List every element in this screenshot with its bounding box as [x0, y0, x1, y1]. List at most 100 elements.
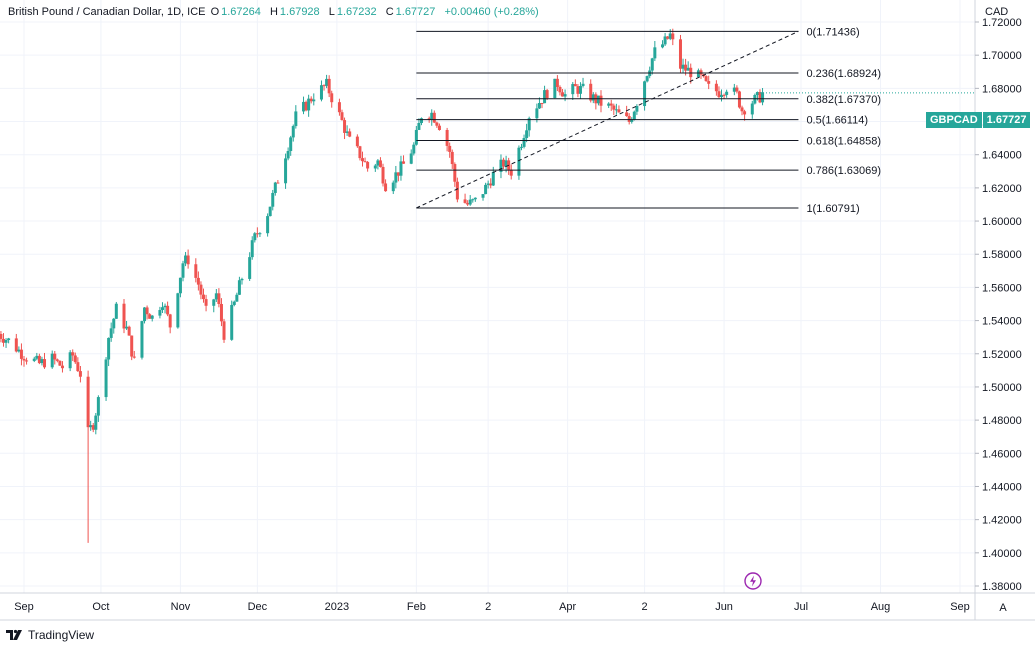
candle-body — [499, 159, 503, 172]
candle-body — [176, 293, 180, 328]
x-tick-label: Jun — [715, 601, 733, 613]
candle-body — [86, 376, 90, 428]
lightning-icon[interactable] — [744, 572, 762, 590]
candle-body — [455, 181, 459, 200]
candle-body — [453, 164, 457, 182]
candle-body — [78, 371, 82, 377]
candle-body — [112, 318, 116, 329]
x-tick-label: 2 — [642, 601, 648, 613]
x-tick-label: Feb — [407, 601, 426, 613]
x-tick-label: Apr — [559, 601, 576, 613]
candle-body — [617, 109, 621, 113]
candle-body — [327, 78, 331, 94]
candle-body — [466, 202, 470, 205]
fib-level-label: 0.786(1.63069) — [806, 165, 881, 177]
candle-body — [378, 160, 382, 167]
candle-body — [248, 257, 252, 279]
candle-body — [337, 102, 341, 113]
fib-level-label: 0.382(1.67370) — [806, 94, 881, 106]
candle-body — [489, 183, 493, 186]
change-value: +0.00460 (+0.28%) — [444, 6, 539, 18]
candle-body — [540, 102, 544, 104]
candle-body — [750, 103, 754, 115]
candle-body — [145, 307, 149, 315]
candle-body — [58, 360, 62, 366]
candle-body — [432, 112, 436, 123]
candle-body — [330, 93, 334, 103]
y-tick-label: 1.58000 — [982, 249, 1022, 261]
candles — [0, 28, 765, 543]
candle-body — [686, 67, 690, 71]
candle-body — [502, 159, 506, 167]
candle-body — [184, 255, 188, 264]
y-tick-label: 1.64000 — [982, 150, 1022, 162]
candle-body — [707, 81, 711, 84]
open-label: O — [210, 6, 220, 18]
candle-body — [345, 131, 349, 133]
candle-body — [668, 33, 672, 39]
candle-body — [186, 255, 190, 265]
candle-body — [581, 83, 585, 87]
candle-body — [527, 118, 531, 131]
symbol-title: British Pound / Canadian Dollar, 1D, ICE — [8, 6, 206, 18]
candle-body — [163, 305, 167, 308]
candle-body — [666, 36, 670, 39]
close-value: 1.67727 — [395, 6, 436, 18]
candle-body — [309, 98, 313, 102]
candle-body — [671, 33, 675, 40]
x-tick-label: Aug — [871, 601, 891, 613]
candle-body — [237, 280, 241, 295]
candle-body — [396, 172, 400, 176]
candle-body — [94, 415, 98, 430]
candle-body — [561, 92, 565, 97]
candle-body — [291, 126, 295, 138]
candle-body — [699, 70, 703, 75]
candle-body — [235, 294, 239, 302]
candle-body — [130, 335, 134, 357]
candle-body — [217, 293, 221, 304]
auto-scale-button[interactable]: A — [999, 602, 1007, 614]
candle-body — [181, 263, 185, 278]
candle-body — [140, 321, 144, 358]
fib-level-label: 0(1.71436) — [806, 26, 859, 38]
candle-body — [627, 116, 631, 122]
candle-body — [89, 425, 93, 428]
candle-body — [55, 359, 59, 361]
fibonacci-retracement[interactable]: 0(1.71436) 0.236(1.68924) 0.382(1.67370) 0.… — [416, 26, 881, 215]
candle-body — [414, 129, 418, 145]
fib-level-label: 0.5(1.66114) — [806, 115, 868, 127]
candle-body — [168, 314, 172, 328]
candle-body — [650, 58, 654, 71]
candle-body — [437, 125, 441, 130]
x-tick-label: Sep — [950, 601, 970, 613]
candle-body — [160, 307, 164, 311]
candle-body — [419, 118, 423, 123]
candle-body — [255, 233, 259, 235]
candle-body — [481, 194, 485, 198]
candle-body — [71, 352, 75, 356]
candle-body — [289, 137, 293, 152]
tradingview-logo[interactable]: TradingView — [6, 628, 94, 642]
x-tick-label: Oct — [92, 601, 109, 613]
candle-body — [525, 130, 529, 139]
candle-body — [394, 172, 398, 183]
candle-body — [199, 284, 203, 295]
candle-body — [625, 112, 629, 117]
candle-body — [663, 36, 667, 45]
y-tick-label: 1.60000 — [982, 216, 1022, 228]
candle-body — [43, 359, 47, 368]
candle-body — [4, 340, 8, 343]
y-tick-label: 1.70000 — [982, 50, 1022, 62]
candle-body — [40, 359, 44, 364]
candle-body — [148, 314, 152, 319]
candle-body — [230, 304, 234, 340]
candle-body — [7, 338, 11, 341]
candle-body — [537, 102, 541, 109]
candle-body — [589, 83, 593, 101]
candle-body — [430, 112, 434, 120]
candle-body — [240, 278, 244, 281]
candle-body — [214, 293, 218, 300]
candle-body — [271, 192, 275, 207]
candle-body — [50, 353, 54, 368]
